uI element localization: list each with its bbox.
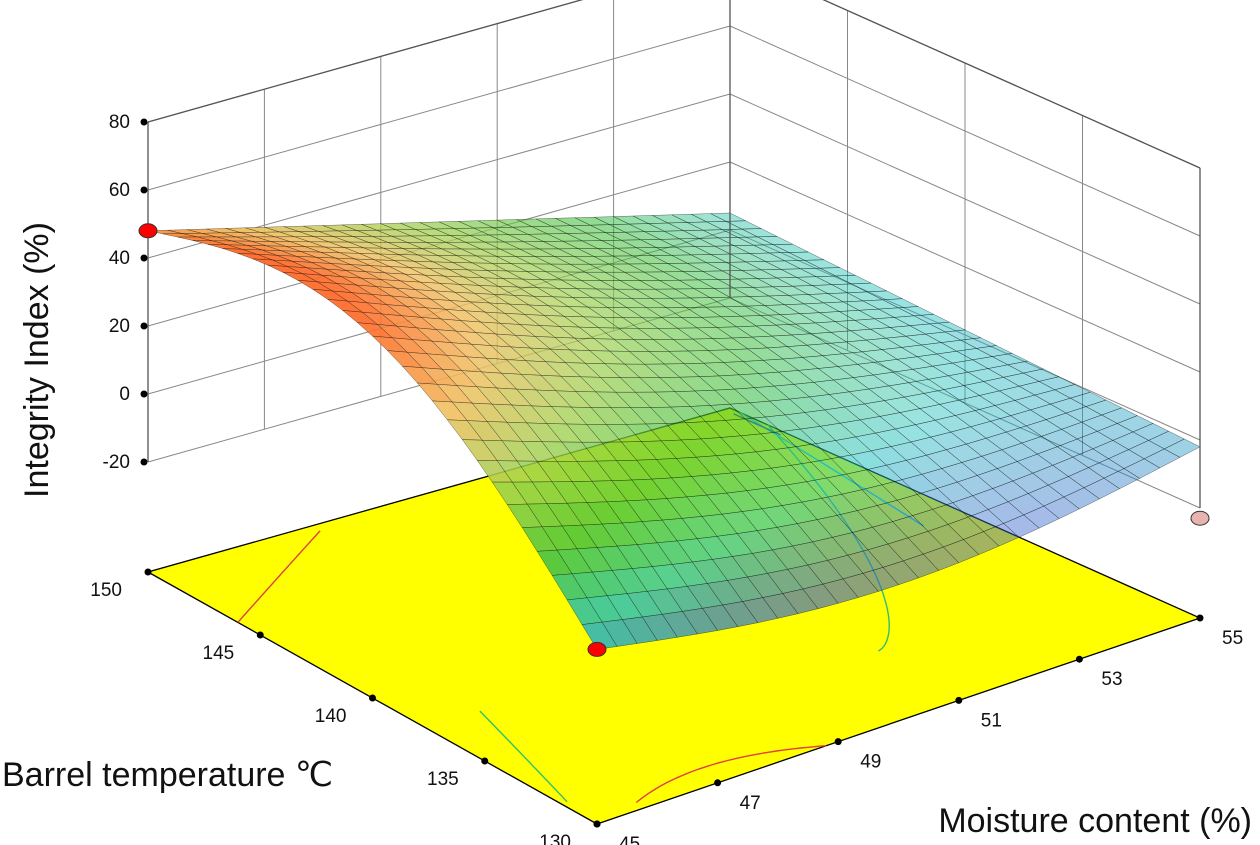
design-point: [138, 223, 158, 239]
frame-top: [147, 0, 1201, 169]
z-tick-dot: [140, 322, 148, 330]
contour-line: [237, 530, 321, 623]
contour-line: [479, 710, 568, 803]
x-tick-dot: [834, 738, 842, 746]
x-tick-label: 51: [981, 710, 1002, 731]
z-tick-dot: [140, 390, 148, 398]
grid-line: [147, 25, 731, 191]
z-tick-dot: [140, 254, 148, 262]
z-tick-label: 0: [119, 384, 130, 405]
x-tick-label: 53: [1101, 669, 1122, 690]
x-axis-title: Moisture content (%): [938, 802, 1252, 840]
surface-cell: [581, 621, 618, 650]
z-axis-title: Integrity Index (%): [18, 222, 56, 498]
y-tick-label: 145: [203, 643, 235, 664]
y-tick-dot: [256, 631, 264, 639]
z-tick-label: -20: [103, 452, 130, 473]
y-tick-dot: [144, 568, 152, 576]
design-point: [1190, 510, 1210, 526]
axis-ticks: 80 60 40 20 0 -20 150 145 140 135 130 45 47 49 51 53 55: [90, 112, 1243, 845]
response-surface: [147, 212, 1201, 650]
y-tick-label: 130: [539, 832, 571, 845]
x-tick-dot: [1075, 655, 1083, 663]
z-tick-dot: [140, 118, 148, 126]
grid-line: [729, 161, 1201, 373]
x-tick-label: 55: [1222, 628, 1243, 649]
design-point: [587, 641, 607, 657]
y-tick-dot: [481, 757, 489, 765]
x-tick-dot: [714, 779, 722, 787]
design-points: [138, 223, 1210, 657]
plot-box-frame: [147, 0, 1201, 508]
z-tick-label: 80: [109, 112, 130, 133]
z-tick-label: 20: [109, 316, 130, 337]
x-tick-dot: [955, 696, 963, 704]
x-tick-label: 45: [619, 834, 640, 845]
y-axis-title: Barrel temperature ℃: [2, 756, 333, 794]
y-tick-label: 140: [315, 706, 347, 727]
grid-line: [729, 229, 1201, 441]
contour-line: [635, 745, 827, 804]
z-tick-dot: [140, 458, 148, 466]
x-tick-label: 47: [740, 793, 761, 814]
z-tick-label: 60: [109, 180, 130, 201]
grid-line: [729, 25, 1201, 237]
grid-line: [147, 0, 583, 123]
grid-line: [729, 93, 1201, 305]
x-tick-dot: [593, 820, 601, 828]
y-tick-label: 150: [90, 580, 122, 601]
z-tick-label: 40: [109, 248, 130, 269]
x-tick-dot: [1196, 614, 1204, 622]
y-tick-label: 135: [427, 769, 459, 790]
z-tick-dot: [140, 186, 148, 194]
x-tick-label: 49: [860, 752, 881, 773]
y-tick-dot: [369, 694, 376, 702]
